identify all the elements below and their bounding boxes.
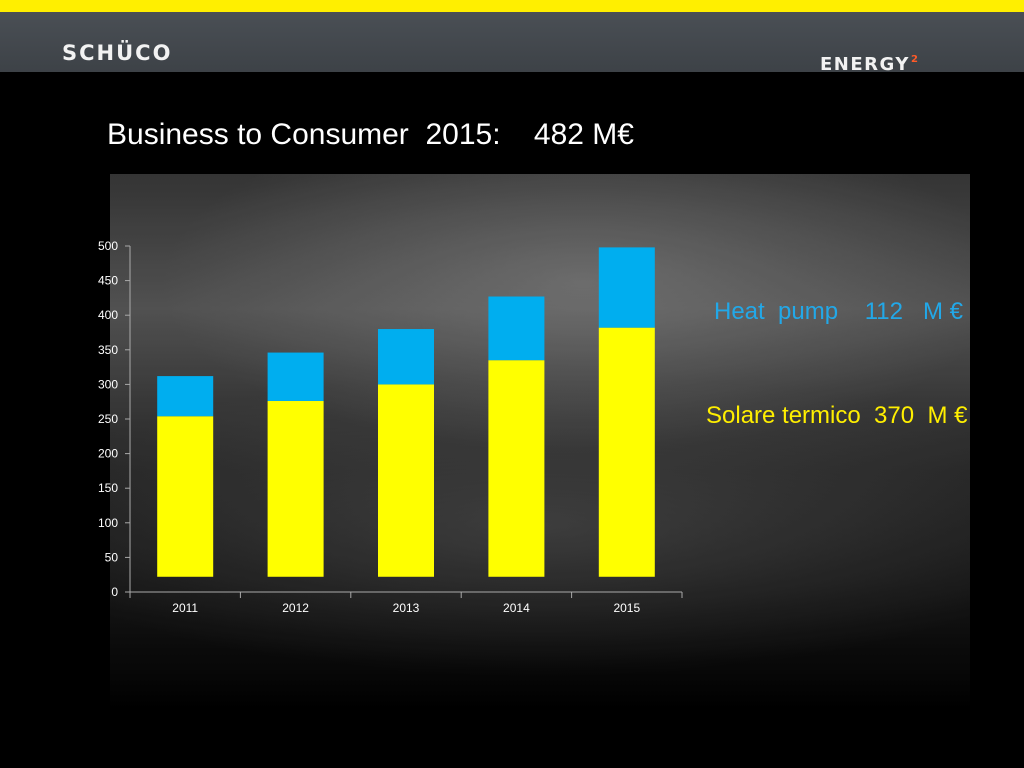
y-tick-label: 100 [98,516,118,530]
y-tick-label: 350 [98,343,118,357]
bar-2014-series-1 [488,296,545,361]
bar-2015-series-1 [598,247,655,328]
header-bar: SCHÜCO ENERGY2 [0,12,1024,75]
x-tick-label: 2012 [282,601,309,615]
y-tick-label: 200 [98,447,118,461]
y-tick-label: 150 [98,481,118,495]
x-tick-label: 2015 [613,601,640,615]
y-tick-label: 400 [98,308,118,322]
y-tick-label: 450 [98,274,118,288]
y-tick-label: 500 [98,239,118,253]
slide-title: Business to Consumer 2015: 482 M€ [107,118,634,151]
bar-2012-series-0 [267,401,324,577]
solar-annotation: Solare termico 370 M € [706,402,968,429]
energy2-logo-text: ENERGY [820,54,910,75]
bar-2013-series-1 [378,329,434,385]
bar-2015-series-0 [598,327,655,577]
bar-2011-series-1 [157,376,214,417]
schuco-logo: SCHÜCO [62,41,173,65]
y-tick-label: 300 [98,377,118,391]
x-tick-label: 2013 [393,601,420,615]
top-accent-bar [0,0,1024,12]
y-tick-label: 50 [105,550,119,564]
x-tick-label: 2014 [503,601,530,615]
bar-2013-series-0 [378,384,434,577]
bar-2011-series-0 [157,416,214,577]
bar-2014-series-0 [488,360,545,577]
energy2-logo-superscript: 2 [910,54,920,65]
x-tick-label: 2011 [172,601,198,615]
bar-2012-series-1 [267,352,324,402]
energy2-logo: ENERGY2 [820,54,919,75]
y-tick-label: 0 [111,585,118,599]
heat-pump-annotation: Heat pump 112 M € [714,298,964,325]
y-tick-label: 250 [98,412,118,426]
